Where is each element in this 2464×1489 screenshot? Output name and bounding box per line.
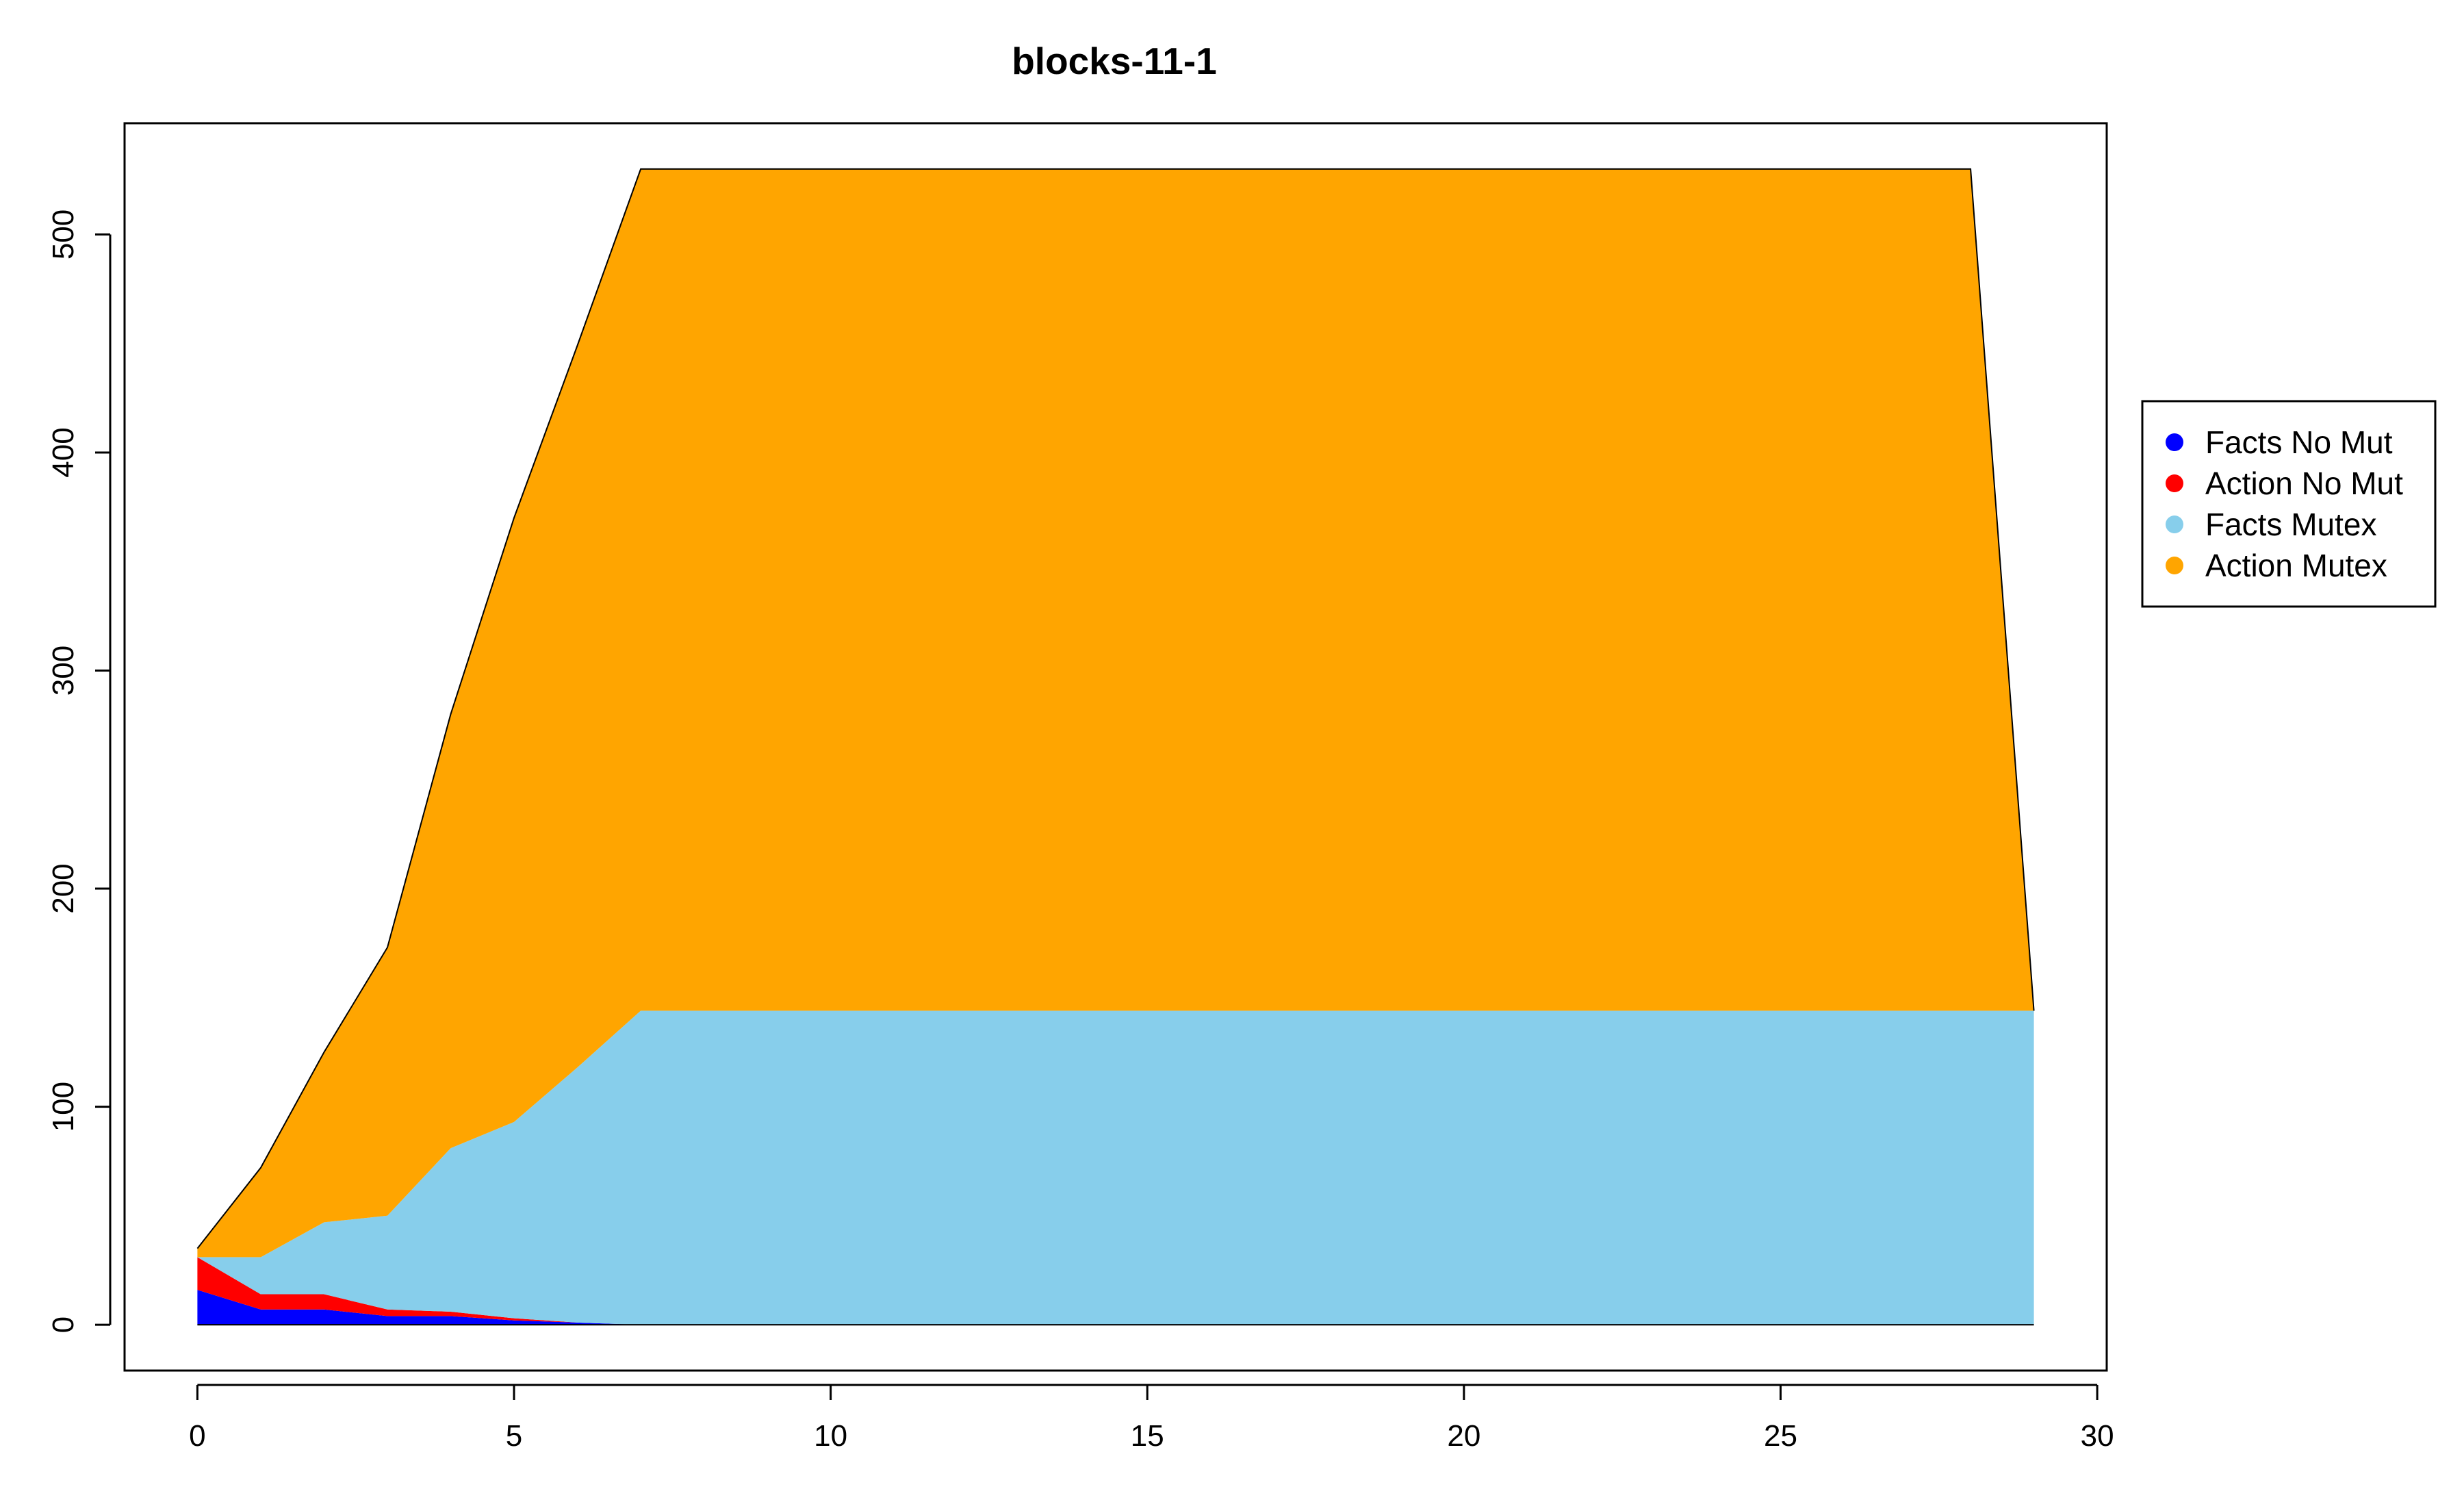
area-layers bbox=[196, 168, 2035, 1326]
y-tick-label: 200 bbox=[47, 863, 80, 913]
legend-marker bbox=[2166, 474, 2183, 492]
chart-title: blocks-11-1 bbox=[1012, 40, 1217, 82]
legend-label: Facts No Mut bbox=[2205, 424, 2393, 460]
legend-label: Action Mutex bbox=[2205, 548, 2387, 583]
x-tick-label: 15 bbox=[1131, 1419, 1164, 1453]
legend-box bbox=[2141, 400, 2437, 608]
y-tick-label: 400 bbox=[47, 427, 80, 477]
y-tick-label: 0 bbox=[47, 1316, 80, 1333]
x-tick-label: 20 bbox=[1447, 1419, 1480, 1453]
area-top-outline bbox=[196, 168, 2035, 1249]
legend-marker bbox=[2166, 433, 2183, 451]
x-tick-label: 25 bbox=[1764, 1419, 1797, 1453]
plot-frame bbox=[123, 122, 2108, 1372]
area-2 bbox=[197, 1010, 2034, 1325]
y-tick-label: 100 bbox=[47, 1082, 80, 1132]
legend-marker bbox=[2166, 557, 2183, 574]
area-0 bbox=[197, 1290, 2034, 1325]
x-tick-label: 10 bbox=[814, 1419, 847, 1453]
legend-label: Facts Mutex bbox=[2205, 507, 2377, 542]
x-tick-label: 30 bbox=[2081, 1419, 2114, 1453]
legend: Facts No Mut Action No Mut Facts Mutex Acti… bbox=[2141, 400, 2437, 608]
legend-label: Action No Mut bbox=[2205, 466, 2403, 501]
x-tick-label: 0 bbox=[189, 1419, 205, 1453]
area-3 bbox=[197, 168, 2034, 1258]
x-tick-label: 5 bbox=[506, 1419, 522, 1453]
y-tick-label: 500 bbox=[47, 209, 80, 259]
y-tick-label: 300 bbox=[47, 646, 80, 696]
x-axis: 0 5 10 15 20 25 30 bbox=[189, 1384, 2114, 1453]
y-axis: 0 100 200 300 400 500 bbox=[47, 209, 112, 1333]
legend-marker bbox=[2166, 516, 2183, 533]
